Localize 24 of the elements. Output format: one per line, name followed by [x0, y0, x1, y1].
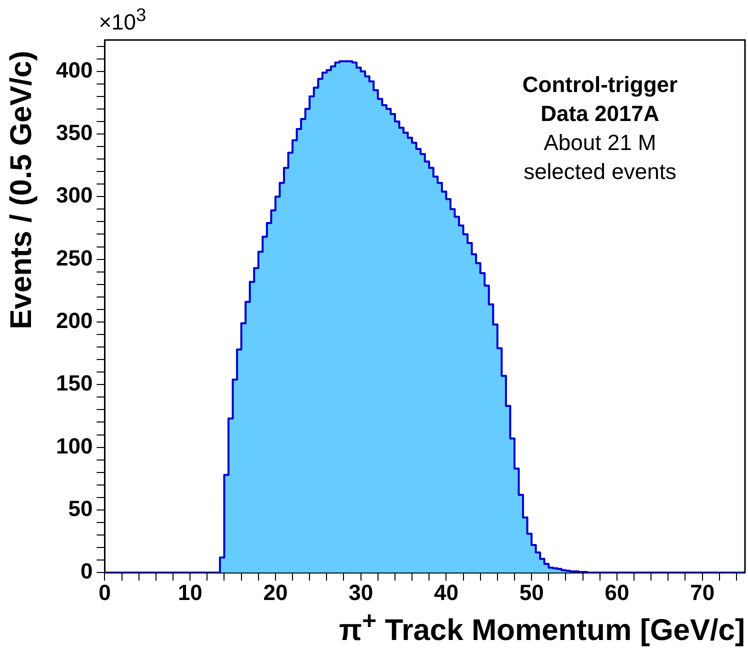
x-tick-label: 0	[98, 580, 111, 605]
x-tick-label: 10	[178, 580, 202, 605]
y-axis-title: Events / (0.5 GeV/c)	[5, 50, 39, 330]
annotation: selected events	[522, 158, 678, 186]
y-tick-label: 300	[56, 182, 93, 208]
y-tick-label: 400	[56, 57, 93, 82]
y-tick-label: 150	[56, 370, 93, 396]
x-tick-label: 70	[690, 580, 715, 605]
y-tick-label: 50	[68, 496, 93, 522]
annotation: Data 2017A	[540, 100, 660, 128]
x-tick-label: 60	[604, 580, 630, 605]
x-tick-label: 30	[348, 580, 374, 605]
y-tick-label: 350	[56, 120, 93, 146]
y-tick-label: 0	[80, 558, 93, 584]
x-tick-label: 50	[519, 580, 544, 605]
x-tick-label: 40	[434, 580, 458, 605]
y-tick-label: 250	[56, 245, 93, 270]
annotation: Control-trigger	[521, 71, 679, 99]
annotation: About 21 M	[542, 129, 658, 157]
x-tick-label: 20	[263, 580, 288, 605]
y-tick-label: 200	[56, 308, 93, 334]
y-tick-label: 100	[56, 433, 93, 458]
x-axis-title: π$^{+}$ Track Momentum [GeV/c]	[338, 606, 745, 648]
text: ×10$^{3}$	[98, 4, 146, 36]
